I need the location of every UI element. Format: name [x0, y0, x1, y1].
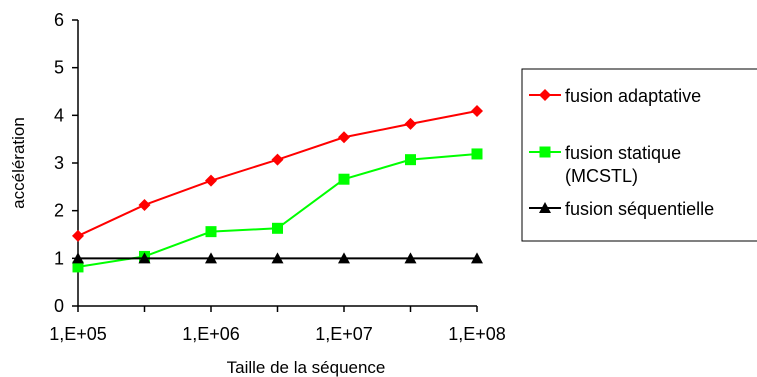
x-tick-label: 1,E+08 — [448, 324, 506, 344]
data-point-triangle — [471, 252, 483, 264]
legend-entry: fusion séquentielle — [529, 199, 714, 219]
data-point-diamond — [471, 105, 483, 118]
y-tick-label: 4 — [54, 105, 64, 125]
y-tick-label: 1 — [54, 248, 64, 268]
data-point-triangle — [138, 252, 151, 264]
legend-box — [521, 68, 757, 242]
data-point-triangle — [72, 252, 84, 264]
legend-entry: fusion adaptative — [529, 86, 701, 106]
data-point-triangle — [271, 252, 284, 264]
x-axis-ticks: 1,E+05 1,E+06 1,E+07 1,E+08 — [49, 306, 506, 344]
series-1 — [72, 105, 483, 242]
data-point-square — [205, 226, 217, 238]
legend-label: fusion adaptative — [565, 86, 701, 106]
legend-label: fusion séquentielle — [565, 199, 714, 219]
y-axis-ticks: 0 1 2 3 4 5 6 — [54, 10, 78, 316]
data-point-square — [272, 222, 283, 234]
y-tick-label: 3 — [54, 153, 64, 173]
data-point-square — [405, 154, 416, 166]
series-line — [77, 152, 478, 268]
legend-swatch-marker — [539, 146, 551, 158]
data-point-diamond — [138, 198, 151, 211]
data-point-diamond — [205, 174, 217, 187]
data-point-diamond — [404, 117, 417, 130]
data-point-diamond — [338, 131, 350, 144]
data-point-triangle — [338, 252, 350, 264]
data-point-triangle — [205, 252, 217, 264]
y-axis-label: accélération — [9, 117, 28, 209]
y-tick-label: 5 — [54, 58, 64, 78]
x-tick-label: 1,E+06 — [182, 324, 240, 344]
y-tick-label: 2 — [54, 201, 64, 221]
data-point-square — [338, 173, 350, 185]
x-tick-label: 1,E+07 — [315, 324, 373, 344]
legend-label: fusion statique — [565, 143, 681, 163]
x-tick-label: 1,E+05 — [49, 324, 107, 344]
data-point-triangle — [404, 252, 417, 264]
legend-swatch-marker — [539, 89, 551, 101]
y-tick-label: 6 — [54, 10, 64, 30]
data-point-square — [471, 148, 483, 160]
data-point-diamond — [271, 153, 284, 166]
legend-label: (MCSTL) — [565, 166, 638, 186]
y-tick-label: 0 — [54, 296, 64, 316]
data-point-diamond — [72, 229, 84, 242]
x-axis-label: Taille de la séquence — [227, 358, 386, 377]
legend-swatch-marker — [539, 202, 551, 213]
legend-entry: fusion statique (MCSTL) — [529, 143, 681, 186]
series-line — [77, 110, 478, 237]
chart-series — [72, 105, 483, 273]
data-point-square — [72, 261, 84, 273]
series-3 — [72, 252, 483, 264]
